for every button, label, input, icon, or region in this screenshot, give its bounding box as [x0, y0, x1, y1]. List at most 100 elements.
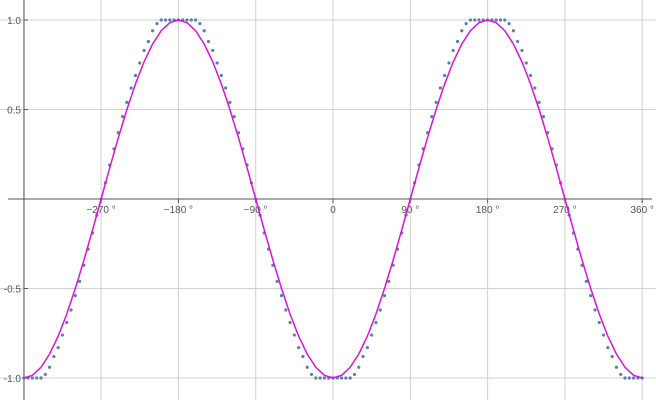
- data-point: [370, 333, 374, 337]
- data-point: [146, 39, 150, 44]
- data-point: [344, 376, 348, 380]
- data-point: [460, 29, 464, 33]
- data-point: [378, 308, 382, 312]
- data-point: [120, 115, 125, 119]
- data-point: [56, 345, 60, 350]
- data-point: [65, 320, 69, 325]
- data-point: [520, 48, 524, 53]
- data-point: [541, 115, 546, 119]
- data-point: [468, 18, 473, 22]
- data-point: [129, 86, 133, 90]
- data-point: [318, 376, 322, 380]
- data-point: [357, 365, 361, 369]
- data-point: [498, 18, 503, 22]
- data-point: [305, 365, 309, 369]
- tick-labels: −270 ° −180 ° −90 ° 0 90 ° 180 ° 270 ° 360 ° -1.…: [4, 16, 654, 385]
- data-point: [374, 320, 378, 325]
- data-point: [477, 18, 481, 22]
- data-point: [348, 376, 352, 380]
- data-point: [73, 294, 77, 298]
- data-point: [202, 29, 206, 33]
- data-point: [159, 18, 163, 22]
- data-point: [224, 86, 228, 90]
- data-point: [473, 18, 477, 22]
- data-point: [215, 61, 219, 65]
- data-point: [365, 345, 369, 350]
- x-tick-label: 360 °: [630, 205, 653, 216]
- data-point: [382, 294, 387, 298]
- data-point: [43, 372, 47, 377]
- data-point: [284, 308, 288, 312]
- x-tick-label: −270 °: [86, 205, 115, 216]
- data-point: [125, 100, 129, 104]
- data-point: [185, 18, 189, 22]
- data-point: [275, 279, 279, 283]
- data-point: [155, 21, 159, 26]
- data-point: [198, 21, 202, 26]
- data-point: [322, 376, 327, 380]
- x-tick-label: 180 °: [476, 205, 499, 216]
- fit-line: [23, 19, 643, 379]
- data-point: [434, 100, 438, 104]
- data-point: [232, 115, 236, 119]
- data-point: [623, 376, 627, 380]
- x-tick-label: −180 °: [164, 205, 193, 216]
- data-point: [60, 333, 65, 337]
- data-point: [533, 86, 537, 90]
- data-point: [339, 376, 344, 380]
- data-point: [314, 376, 318, 380]
- data-point: [163, 18, 168, 22]
- x-tick-label: 90 °: [401, 205, 419, 216]
- data-point: [30, 376, 34, 380]
- data-point: [627, 376, 631, 380]
- data-point: [168, 18, 172, 22]
- data-point: [464, 21, 468, 26]
- data-point: [142, 48, 146, 53]
- data-point: [524, 61, 528, 65]
- axes: [8, 0, 652, 400]
- data-point: [503, 18, 507, 22]
- data-point: [279, 294, 284, 298]
- data-point: [447, 61, 451, 65]
- data-point: [632, 376, 636, 380]
- data-point: [352, 372, 357, 377]
- data-point: [151, 29, 155, 33]
- data-point: [601, 333, 606, 337]
- data-point: [189, 18, 193, 22]
- x-tick-label: −90 °: [244, 205, 268, 216]
- data-point: [507, 21, 511, 26]
- data-point: [69, 308, 73, 312]
- data-point: [614, 365, 619, 369]
- data-point: [610, 354, 614, 359]
- x-tick-label: 270 °: [553, 205, 576, 216]
- data-point: [138, 61, 142, 65]
- data-point: [606, 345, 610, 350]
- data-point: [443, 73, 447, 78]
- data-point: [78, 279, 82, 283]
- data-point: [211, 48, 215, 53]
- data-point: [361, 354, 365, 359]
- line-series: [23, 19, 643, 379]
- data-point: [597, 320, 601, 325]
- data-point: [297, 345, 301, 350]
- data-point: [619, 372, 623, 377]
- data-point: [219, 73, 223, 78]
- y-tick-label: 0.5: [7, 106, 21, 117]
- data-point: [455, 39, 460, 44]
- data-point: [133, 73, 138, 78]
- data-point: [301, 354, 305, 359]
- data-point: [537, 100, 541, 104]
- data-point: [193, 18, 198, 22]
- data-point: [494, 18, 498, 22]
- data-point: [39, 376, 43, 380]
- data-point: [438, 86, 442, 90]
- data-point: [206, 39, 211, 44]
- data-point: [589, 294, 593, 298]
- data-point: [511, 29, 515, 33]
- data-point: [451, 48, 455, 53]
- data-point: [584, 279, 588, 283]
- data-point: [593, 308, 597, 312]
- y-tick-label: 1.0: [7, 16, 21, 27]
